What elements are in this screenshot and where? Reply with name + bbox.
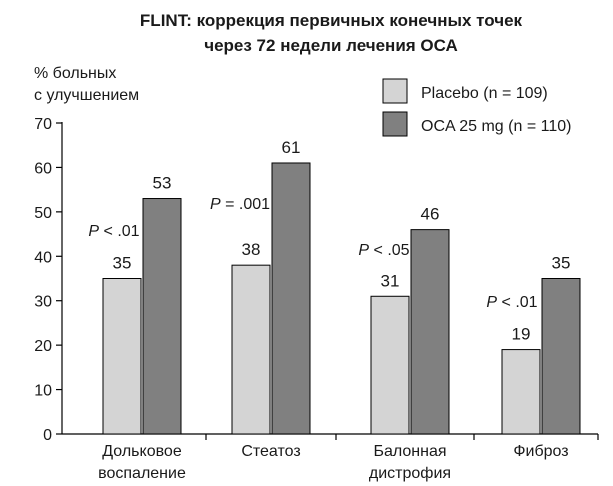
legend: Placebo (n = 109) OCA 25 mg (n = 110): [382, 78, 571, 137]
p-value-label: P < .01: [88, 223, 139, 240]
value-label: 31: [381, 271, 400, 290]
p-value-label: P < .05: [358, 242, 409, 259]
bars: [102, 162, 581, 435]
placebo-bar: [370, 295, 410, 435]
y-tick-label: 40: [34, 249, 52, 266]
value-label: 35: [552, 254, 571, 273]
category-label: Дольковое: [102, 443, 182, 460]
y-tick-label: 10: [34, 383, 52, 400]
y-tick-label: 60: [34, 160, 52, 177]
placebo-bar: [501, 349, 541, 435]
placebo-bar: [231, 264, 271, 435]
value-label: 38: [242, 240, 261, 259]
value-label: 53: [153, 174, 172, 193]
value-label: 46: [421, 205, 440, 224]
legend-label-placebo: Placebo (n = 109): [421, 85, 548, 102]
y-tick-label: 20: [34, 338, 52, 355]
category-label: Балонная: [373, 443, 446, 460]
y-tick-label: 50: [34, 205, 52, 222]
oca-bar: [271, 162, 311, 435]
oca-bar: [142, 198, 182, 435]
y-tick-label: 0: [43, 427, 52, 444]
chart-title-line-1: FLINT: коррекция первичных конечных точе…: [140, 11, 523, 30]
legend-swatch-oca: [382, 111, 408, 137]
oca-bar: [541, 278, 581, 435]
y-axis-label-line-1: % больных: [34, 65, 116, 82]
y-tick-label: 30: [34, 294, 52, 311]
legend-label-oca: OCA 25 mg (n = 110): [421, 118, 571, 135]
value-label: 35: [113, 254, 132, 273]
category-label: дистрофия: [369, 465, 451, 482]
value-label: 19: [512, 325, 531, 344]
p-value-label: P = .001: [210, 196, 270, 213]
category-label: Стеатоз: [241, 443, 300, 460]
category-label: воспаление: [98, 465, 186, 482]
oca-bar: [410, 229, 450, 435]
legend-swatch-placebo: [382, 78, 408, 104]
p-value-label: P < .01: [486, 294, 537, 311]
chart-title-line-2: через 72 недели лечения ОСА: [204, 36, 458, 55]
value-label: 61: [282, 138, 301, 157]
labels: 35 38 31 19 53 61 46 35 P < .01 P = .001 P < .05 P …: [88, 138, 570, 482]
y-tick-label: 70: [34, 116, 52, 133]
y-axis-label-line-2: с улучшением: [34, 87, 139, 104]
category-label: Фиброз: [513, 443, 568, 460]
placebo-bar: [102, 278, 142, 435]
